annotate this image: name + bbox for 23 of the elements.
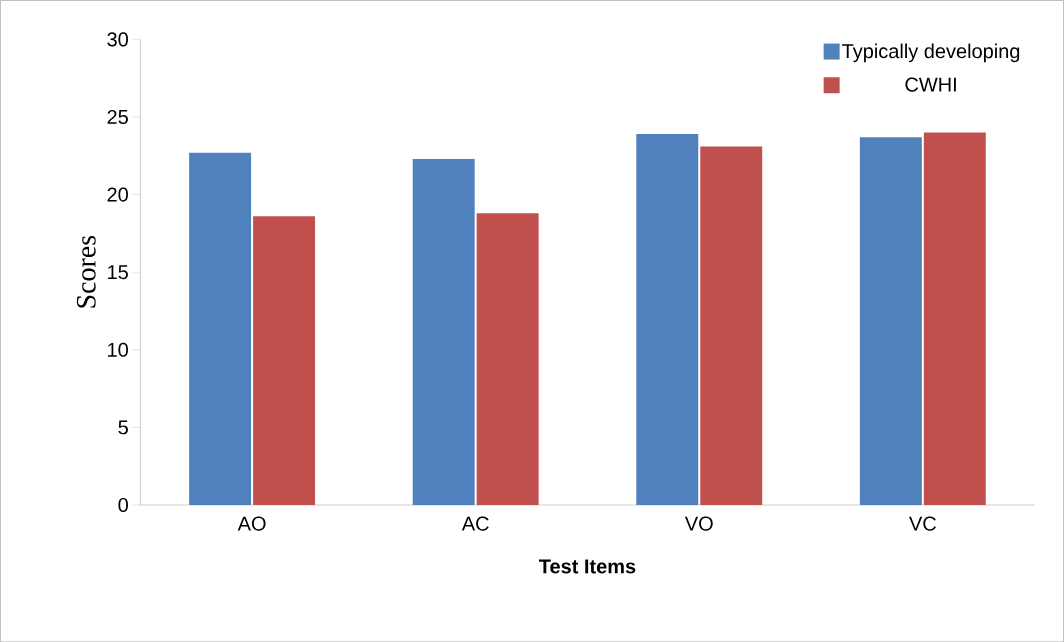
legend-label: Typically developing xyxy=(842,43,1020,63)
text: CWHI xyxy=(905,77,956,92)
x-tick-label: AC xyxy=(461,516,489,531)
bar xyxy=(476,213,539,505)
y-tick-label: 20 xyxy=(107,187,128,202)
x-tick-label: VC xyxy=(909,516,936,531)
bar xyxy=(636,133,699,505)
bar xyxy=(189,152,252,505)
x-axis-title: Test Items xyxy=(539,559,636,574)
bar xyxy=(412,158,475,505)
bar xyxy=(253,216,316,505)
bar xyxy=(859,137,922,505)
bar xyxy=(700,146,763,505)
y-tick-label: 10 xyxy=(108,342,128,357)
y-tick-label: 0 xyxy=(118,497,128,512)
y-tick-label: 5 xyxy=(118,420,128,435)
x-tick-label: AO xyxy=(237,516,266,531)
x-tick-label: VO xyxy=(684,516,713,531)
y-tick-label: 30 xyxy=(107,32,128,47)
bar xyxy=(923,132,986,505)
y-tick-label: 15 xyxy=(108,265,128,279)
y-tick-label: 25 xyxy=(107,109,128,124)
y-axis-title: Scores xyxy=(76,235,96,308)
